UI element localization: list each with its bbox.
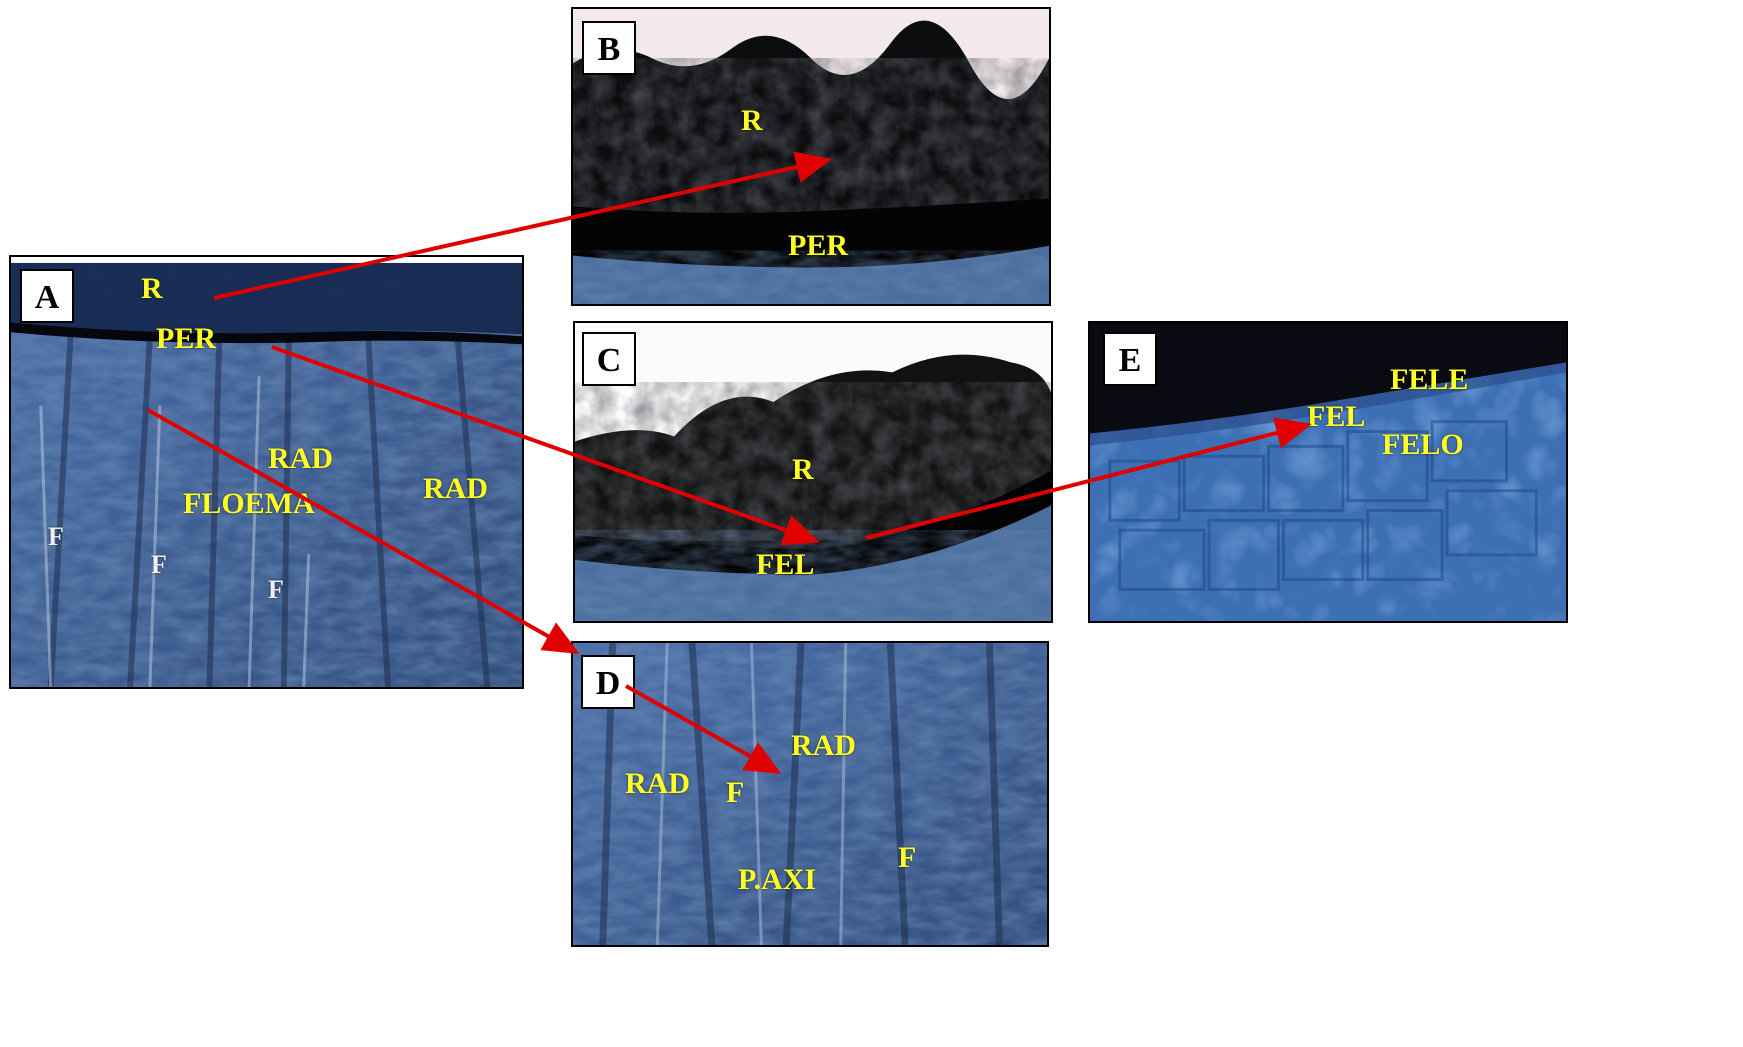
label-f: F bbox=[151, 550, 167, 579]
label-floema: FLOEMA bbox=[183, 487, 315, 520]
micrograph-panel-e: E FELE FEL FELO bbox=[1088, 321, 1568, 623]
label-f: F bbox=[48, 522, 64, 551]
panel-a-tag: A bbox=[20, 269, 74, 323]
label-felo: FELO bbox=[1382, 428, 1464, 461]
label-r: R bbox=[792, 453, 814, 486]
micrograph-panel-d: D RAD RAD F F P.AXI bbox=[571, 641, 1049, 947]
label-fel: FEL bbox=[756, 548, 815, 581]
micrograph-panel-a: A R PER RAD RAD FLOEMA F F F bbox=[9, 255, 524, 689]
label-f: F bbox=[898, 841, 917, 874]
label-rad: RAD bbox=[625, 767, 690, 800]
label-fel: FEL bbox=[1307, 400, 1366, 433]
label-per: PER bbox=[788, 229, 848, 262]
label-rad: RAD bbox=[268, 442, 333, 475]
micrograph-panel-c: C R FEL bbox=[573, 321, 1053, 623]
label-rad: RAD bbox=[423, 472, 488, 505]
panel-b-tag: B bbox=[582, 21, 636, 75]
label-f: F bbox=[268, 575, 284, 604]
label-per: PER bbox=[156, 322, 216, 355]
panel-e-tag: E bbox=[1103, 332, 1157, 386]
panel-d-tag: D bbox=[581, 655, 635, 709]
label-r: R bbox=[741, 104, 763, 137]
label-r: R bbox=[141, 272, 163, 305]
micrograph-e-image bbox=[1090, 323, 1566, 621]
panel-c-tag: C bbox=[582, 332, 636, 386]
label-paxi: P.AXI bbox=[738, 863, 817, 896]
label-rad: RAD bbox=[791, 729, 856, 762]
micrograph-panel-b: B R PER bbox=[571, 7, 1051, 306]
label-fele: FELE bbox=[1390, 363, 1469, 396]
label-f: F bbox=[726, 776, 745, 809]
